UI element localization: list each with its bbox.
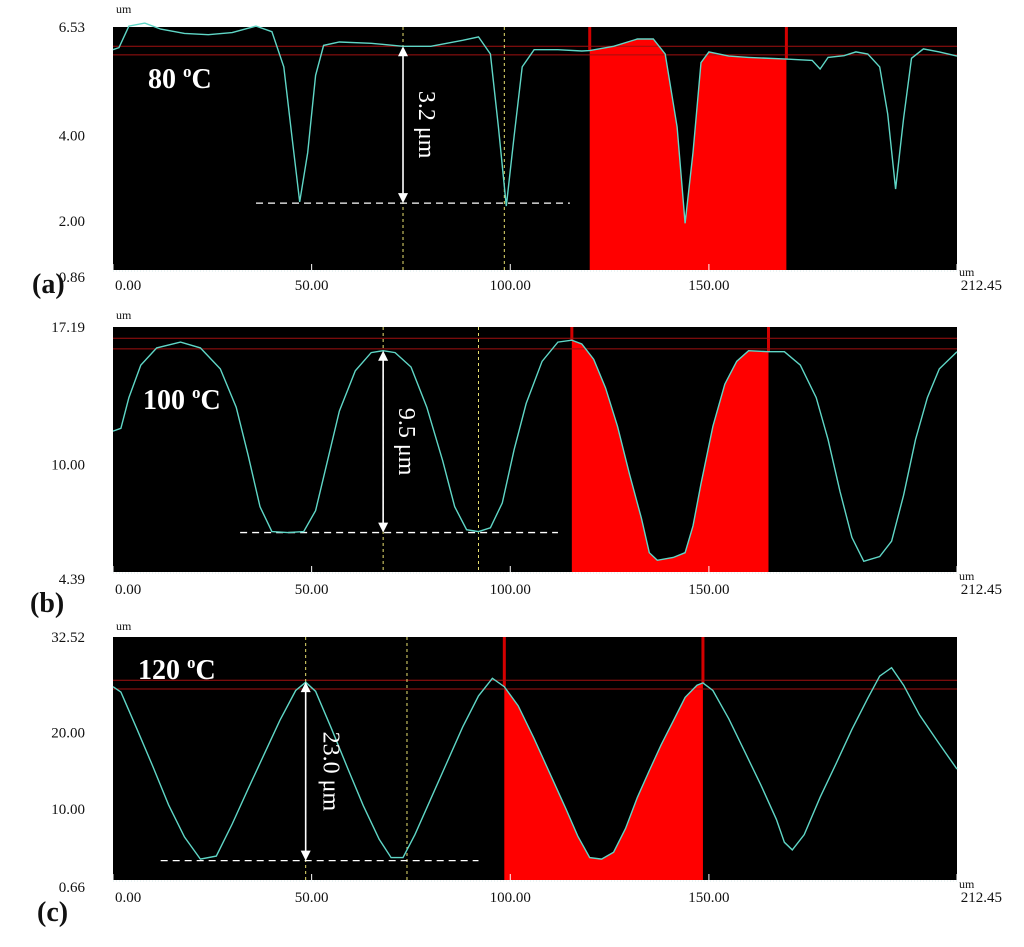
arrow-head-bottom [300, 850, 311, 861]
x-unit-label: um [959, 265, 975, 279]
temperature-label: 80 oC [148, 62, 212, 95]
x-tick-label: 212.45 [961, 890, 1002, 906]
x-tick-label: 150.00 [688, 582, 729, 598]
x-tick-label: 0.00 [115, 582, 141, 598]
y-tick-label: 10.00 [51, 458, 85, 474]
arrow-head-bottom [378, 522, 389, 533]
x-tick-label: 0.00 [115, 890, 141, 906]
y-unit-label: um [116, 2, 132, 16]
x-tick-label: 0.00 [115, 278, 141, 294]
highlight-region [571, 340, 769, 572]
highlight-region [589, 39, 787, 270]
plot-area [113, 327, 957, 572]
highlight-region [504, 682, 703, 880]
x-tick-label: 212.45 [961, 582, 1002, 598]
y-tick-label: 32.52 [51, 630, 85, 646]
depth-label: 3.2 μm [413, 91, 439, 159]
x-unit-label: um [959, 877, 975, 891]
arrow-head-bottom [398, 193, 409, 204]
panel-label: (b) [30, 588, 64, 619]
arrow-head-top [398, 46, 409, 57]
temperature-label: 100 oC [143, 383, 221, 416]
y-tick-label: 0.86 [59, 270, 86, 286]
x-tick-label: 50.00 [295, 582, 329, 598]
x-tick-label: 212.45 [961, 278, 1002, 294]
x-tick-label: 150.00 [688, 278, 729, 294]
y-tick-label: 0.66 [59, 880, 86, 896]
x-unit-label: um [959, 569, 975, 583]
plot-area [113, 27, 957, 270]
y-tick-label: 6.53 [59, 20, 85, 36]
y-tick-label: 4.39 [59, 572, 85, 588]
profile-trace [112, 666, 958, 860]
x-tick-label: 50.00 [295, 890, 329, 906]
depth-label: 23.0 μm [318, 732, 344, 812]
chart-panel-3: 23.0 μm 120 oC 0.00 50.00 100.00 150.00 212.45… [37, 619, 1002, 928]
y-tick-label: 17.19 [51, 320, 85, 336]
y-unit-label: um [116, 619, 132, 633]
x-tick-label: 100.00 [490, 582, 531, 598]
panel-label: (c) [37, 897, 68, 928]
arrow-head-top [300, 682, 311, 693]
profile-trace [112, 22, 958, 224]
x-tick-label: 50.00 [295, 278, 329, 294]
profile-trace [112, 339, 958, 563]
y-tick-label: 2.00 [59, 214, 85, 230]
arrow-head-top [378, 350, 389, 361]
y-tick-label: 10.00 [51, 802, 85, 818]
x-tick-label: 100.00 [490, 890, 531, 906]
panel-label: (a) [32, 269, 65, 300]
y-unit-label: um [116, 308, 132, 322]
temperature-label: 120 oC [138, 653, 216, 686]
x-tick-label: 100.00 [490, 278, 531, 294]
depth-label: 9.5 μm [393, 408, 419, 476]
y-tick-label: 20.00 [51, 725, 85, 741]
x-tick-label: 150.00 [688, 890, 729, 906]
y-tick-label: 4.00 [59, 128, 85, 144]
